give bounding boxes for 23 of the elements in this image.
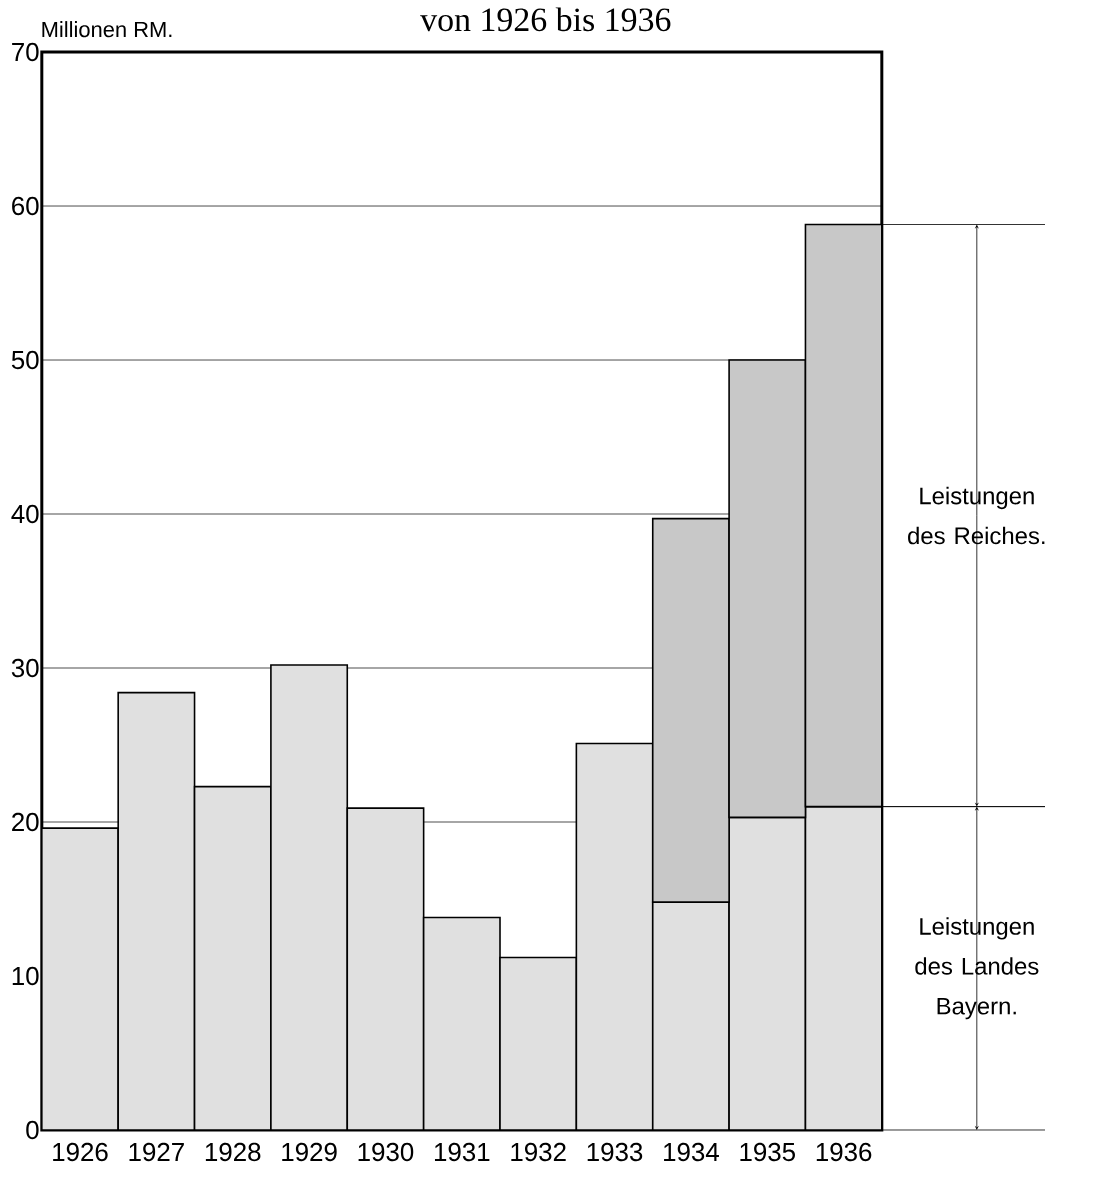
x-tick-label: 1926 bbox=[53, 1142, 108, 1162]
series-label: Leistungen des Landes Bayern. bbox=[915, 917, 1039, 1020]
y-tick-label: 60 bbox=[12, 196, 39, 216]
y-tick-label: 50 bbox=[11, 350, 39, 370]
y-tick-label: 10 bbox=[12, 966, 39, 986]
y-tick-label: 30 bbox=[11, 658, 39, 678]
x-tick-label: 1927 bbox=[129, 1142, 184, 1162]
series-label: Leistungen des Reiches. bbox=[908, 486, 1045, 545]
chart-title: von 1926 bis 1936 bbox=[420, 7, 671, 32]
y-tick-label: 70 bbox=[12, 42, 39, 62]
x-tick-label: 1936 bbox=[816, 1142, 872, 1162]
y-tick-label: 0 bbox=[26, 1120, 39, 1140]
x-tick-label: 1935 bbox=[740, 1142, 795, 1162]
x-tick-label: 1934 bbox=[664, 1142, 719, 1162]
y-tick-label: 40 bbox=[11, 504, 39, 524]
x-tick-label: 1930 bbox=[358, 1142, 414, 1162]
x-tick-label: 1931 bbox=[434, 1142, 490, 1162]
y-tick-label: 20 bbox=[12, 812, 39, 832]
x-tick-label: 1929 bbox=[282, 1142, 337, 1162]
x-tick-label: 1932 bbox=[511, 1142, 566, 1162]
y-axis-title: Millionen RM. bbox=[42, 21, 172, 38]
x-tick-label: 1933 bbox=[587, 1142, 643, 1162]
x-tick-label: 1928 bbox=[205, 1142, 261, 1162]
